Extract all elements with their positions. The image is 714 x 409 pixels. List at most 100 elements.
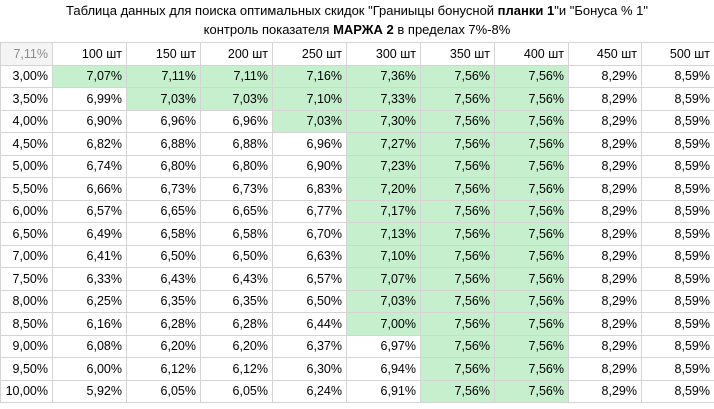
- table-cell[interactable]: 7,56%: [494, 334, 569, 358]
- table-cell[interactable]: 8,59%: [641, 312, 714, 336]
- table-cell[interactable]: 6,90%: [52, 109, 127, 133]
- table-cell[interactable]: 7,56%: [420, 154, 495, 178]
- table-cell[interactable]: 7,56%: [420, 132, 495, 156]
- table-cell[interactable]: 6,74%: [52, 154, 127, 178]
- table-cell[interactable]: 6,20%: [126, 334, 201, 358]
- row-header[interactable]: 3,00%: [0, 64, 53, 88]
- table-cell[interactable]: 6,94%: [346, 357, 421, 381]
- table-cell[interactable]: 6,24%: [272, 379, 347, 403]
- table-cell[interactable]: 6,43%: [126, 267, 201, 291]
- table-cell[interactable]: 8,59%: [641, 222, 714, 246]
- table-cell[interactable]: 6,12%: [200, 357, 273, 381]
- table-cell[interactable]: 7,56%: [494, 154, 569, 178]
- table-cell[interactable]: 6,99%: [52, 87, 127, 111]
- table-cell[interactable]: 8,59%: [641, 357, 714, 381]
- table-cell[interactable]: 8,29%: [568, 132, 642, 156]
- table-cell[interactable]: 8,59%: [641, 87, 714, 111]
- table-cell[interactable]: 8,29%: [568, 177, 642, 201]
- table-cell[interactable]: 8,59%: [641, 267, 714, 291]
- table-cell[interactable]: 6,66%: [52, 177, 127, 201]
- table-cell[interactable]: 7,56%: [420, 267, 495, 291]
- table-cell[interactable]: 5,92%: [52, 379, 127, 403]
- table-cell[interactable]: 8,29%: [568, 312, 642, 336]
- table-cell[interactable]: 6,28%: [200, 312, 273, 336]
- table-cell[interactable]: 7,20%: [346, 177, 421, 201]
- table-cell[interactable]: 7,56%: [420, 87, 495, 111]
- table-cell[interactable]: 7,56%: [420, 334, 495, 358]
- table-cell[interactable]: 6,96%: [126, 109, 201, 133]
- table-cell[interactable]: 6,70%: [272, 222, 347, 246]
- table-cell[interactable]: 7,13%: [346, 222, 421, 246]
- table-cell[interactable]: 7,56%: [420, 199, 495, 223]
- table-cell[interactable]: 7,11%: [200, 64, 273, 88]
- table-cell[interactable]: 6,50%: [200, 244, 273, 268]
- table-cell[interactable]: 8,29%: [568, 357, 642, 381]
- table-cell[interactable]: 6,25%: [52, 289, 127, 313]
- table-cell[interactable]: 7,56%: [494, 177, 569, 201]
- table-cell[interactable]: 6,96%: [272, 132, 347, 156]
- table-cell[interactable]: 6,20%: [200, 334, 273, 358]
- table-cell[interactable]: 6,41%: [52, 244, 127, 268]
- table-cell[interactable]: 6,58%: [200, 222, 273, 246]
- row-header[interactable]: 5,50%: [0, 177, 53, 201]
- table-cell[interactable]: 6,58%: [126, 222, 201, 246]
- table-cell[interactable]: 6,88%: [126, 132, 201, 156]
- table-cell[interactable]: 6,50%: [126, 244, 201, 268]
- table-cell[interactable]: 6,73%: [200, 177, 273, 201]
- table-cell[interactable]: 6,96%: [200, 109, 273, 133]
- table-cell[interactable]: 6,37%: [272, 334, 347, 358]
- table-cell[interactable]: 6,50%: [272, 289, 347, 313]
- column-header[interactable]: 350 шт: [420, 42, 495, 66]
- table-cell[interactable]: 7,00%: [346, 312, 421, 336]
- table-cell[interactable]: 6,57%: [52, 199, 127, 223]
- table-cell[interactable]: 7,03%: [200, 87, 273, 111]
- table-cell[interactable]: 7,07%: [346, 267, 421, 291]
- table-cell[interactable]: 6,12%: [126, 357, 201, 381]
- table-cell[interactable]: 8,29%: [568, 199, 642, 223]
- table-cell[interactable]: 6,43%: [200, 267, 273, 291]
- table-cell[interactable]: 7,56%: [494, 267, 569, 291]
- table-cell[interactable]: 6,33%: [52, 267, 127, 291]
- column-header[interactable]: 200 шт: [200, 42, 273, 66]
- table-cell[interactable]: 7,56%: [494, 379, 569, 403]
- table-cell[interactable]: 7,27%: [346, 132, 421, 156]
- column-header[interactable]: 400 шт: [494, 42, 569, 66]
- table-cell[interactable]: 8,29%: [568, 379, 642, 403]
- table-cell[interactable]: 6,91%: [346, 379, 421, 403]
- table-cell[interactable]: 7,56%: [494, 109, 569, 133]
- table-cell[interactable]: 6,97%: [346, 334, 421, 358]
- table-cell[interactable]: 8,59%: [641, 289, 714, 313]
- table-cell[interactable]: 7,56%: [420, 222, 495, 246]
- table-cell[interactable]: 8,59%: [641, 109, 714, 133]
- row-header[interactable]: 4,50%: [0, 132, 53, 156]
- table-cell[interactable]: 8,59%: [641, 64, 714, 88]
- table-cell[interactable]: 8,29%: [568, 109, 642, 133]
- row-header[interactable]: 3,50%: [0, 87, 53, 111]
- table-cell[interactable]: 8,29%: [568, 334, 642, 358]
- table-cell[interactable]: 8,59%: [641, 154, 714, 178]
- table-cell[interactable]: 6,49%: [52, 222, 127, 246]
- table-cell[interactable]: 7,36%: [346, 64, 421, 88]
- table-cell[interactable]: 7,56%: [420, 244, 495, 268]
- table-cell[interactable]: 7,03%: [346, 289, 421, 313]
- row-header[interactable]: 4,00%: [0, 109, 53, 133]
- row-header[interactable]: 6,00%: [0, 199, 53, 223]
- table-cell[interactable]: 6,00%: [52, 357, 127, 381]
- table-cell[interactable]: 7,56%: [420, 357, 495, 381]
- table-cell[interactable]: 6,44%: [272, 312, 347, 336]
- row-header[interactable]: 5,00%: [0, 154, 53, 178]
- table-cell[interactable]: 7,56%: [494, 222, 569, 246]
- table-cell[interactable]: 6,77%: [272, 199, 347, 223]
- table-cell[interactable]: 7,11%: [126, 64, 201, 88]
- table-cell[interactable]: 6,35%: [126, 289, 201, 313]
- table-cell[interactable]: 7,56%: [494, 289, 569, 313]
- table-cell[interactable]: 7,16%: [272, 64, 347, 88]
- table-cell[interactable]: 6,65%: [126, 199, 201, 223]
- table-cell[interactable]: 6,80%: [200, 154, 273, 178]
- table-cell[interactable]: 7,30%: [346, 109, 421, 133]
- table-cell[interactable]: 6,35%: [200, 289, 273, 313]
- column-header[interactable]: 250 шт: [272, 42, 347, 66]
- row-header[interactable]: 8,00%: [0, 289, 53, 313]
- table-cell[interactable]: 7,56%: [420, 64, 495, 88]
- table-cell[interactable]: 8,59%: [641, 132, 714, 156]
